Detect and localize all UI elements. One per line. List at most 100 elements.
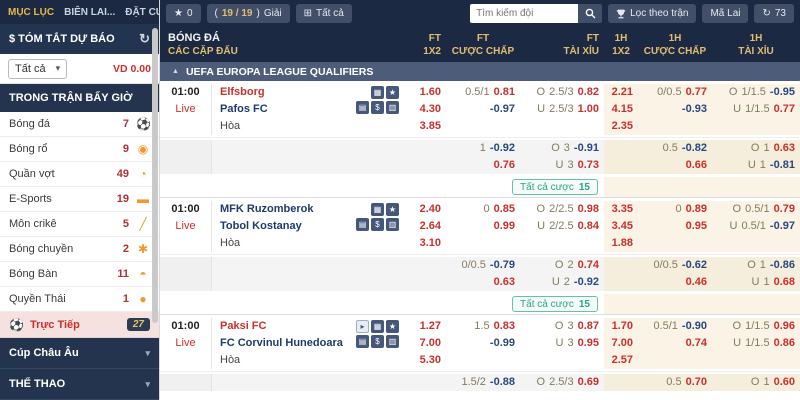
sidebar-item-live[interactable]: ⚽ Trực Tiếp 27 [0,312,159,338]
odd-over[interactable]: 0.96 [773,320,795,332]
odd-hcp-home[interactable]: 0.77 [685,86,707,98]
sidebar-scrollbar[interactable] [152,28,158,323]
odd-under[interactable]: -0.97 [769,220,795,232]
favorite-star-icon[interactable]: ★ [386,203,399,216]
odd-draw[interactable]: 3.10 [419,237,441,249]
match-teams-cell[interactable]: Elfsborg Pafos FC Hòa ▦ ★ ▤ $ ▥ [212,84,402,135]
odd-draw[interactable]: 2.35 [611,120,633,132]
odd-hcp-home[interactable]: 0.70 [685,376,707,388]
odd-under[interactable]: -0.92 [573,276,599,288]
stats-icon[interactable]: ▥ [386,218,399,231]
stats-icon[interactable]: ▥ [386,335,399,348]
filter-select[interactable]: Tất cả ▾ [8,58,68,79]
stats-icon[interactable]: ▥ [386,101,399,114]
h2h-grid-icon[interactable]: ▦ [371,203,384,216]
notes-icon[interactable]: ▤ [356,101,369,114]
tab-bien-lai[interactable]: BIÊN LAI... [64,6,116,18]
odd-away[interactable]: 2.64 [419,220,441,232]
notes-icon[interactable]: ▤ [356,335,369,348]
odd-away[interactable]: 4.30 [419,103,441,115]
favorite-star-icon[interactable]: ★ [386,320,399,333]
odd-under[interactable]: 0.84 [577,220,599,232]
sidebar-section-europa-cup[interactable]: Cúp Châu Âu ▾ [0,338,159,369]
sidebar-item-tennis[interactable]: Quần vợt 49 ◔ [0,162,159,187]
home-team[interactable]: MFK Ruzomberok [220,203,314,215]
sidebar-item-esports[interactable]: E-Sports 19 ▬ [0,187,159,212]
odd-hcp-home[interactable]: 0.83 [493,320,515,332]
odd-under[interactable]: 0.68 [773,276,795,288]
odd-draw[interactable]: 5.30 [419,354,441,366]
odd-hcp-home[interactable]: -0.79 [489,259,515,271]
home-team[interactable]: Elfsborg [220,86,265,98]
odd-hcp-home[interactable]: -0.90 [681,320,707,332]
language-button[interactable]: Mã Lai [702,4,749,23]
away-team[interactable]: FC Corvinul Hunedoara [220,337,343,349]
odd-hcp-away[interactable]: -0.97 [489,103,515,115]
odd-draw[interactable]: 3.85 [419,120,441,132]
odd-hcp-home[interactable]: -0.82 [681,142,707,154]
refresh-countdown-button[interactable]: ↻ 73 [754,4,794,23]
odd-hcp-home[interactable]: 0.85 [493,203,515,215]
money-icon[interactable]: $ [371,335,384,348]
away-team[interactable]: Tobol Kostanay [220,220,302,232]
tab-dat-cuoc[interactable]: ĐẶT CƯ... [125,6,159,18]
sidebar-item-soccer[interactable]: Bóng đá 7 ⚽ [0,112,159,137]
odd-home[interactable]: 1.27 [419,320,441,332]
odd-under[interactable]: 0.73 [577,159,599,171]
odd-under[interactable]: 0.77 [773,103,795,115]
tab-muc-luc[interactable]: MỤC LỤC [8,6,55,18]
filter-by-match-button[interactable]: Lọc theo trận [608,4,697,23]
all-bets-button[interactable]: Tất cả cược 15 [512,296,598,312]
odd-hcp-home[interactable]: -0.62 [681,259,707,271]
money-icon[interactable]: $ [371,218,384,231]
odd-over[interactable]: -0.86 [769,259,795,271]
leagues-button[interactable]: ( 19 / 19 ) Giải [206,4,290,23]
odd-over[interactable]: 0.87 [577,320,599,332]
odd-over[interactable]: 0.60 [773,376,795,388]
favorite-star-icon[interactable]: ★ [386,86,399,99]
sidebar-item-volleyball[interactable]: Bóng chuyền 2 ✱ [0,237,159,262]
odd-home[interactable]: 1.60 [419,86,441,98]
odd-under[interactable]: 0.95 [577,337,599,349]
odd-hcp-away[interactable]: -0.93 [681,103,707,115]
odd-over[interactable]: 0.98 [577,203,599,215]
odd-over[interactable]: -0.91 [573,142,599,154]
odd-away[interactable]: 3.45 [611,220,633,232]
away-team[interactable]: Pafos FC [220,103,268,115]
odd-over[interactable]: -0.95 [769,86,795,98]
match-teams-cell[interactable]: Paksi FC FC Corvinul Hunedoara Hòa ▸ ▦ ★… [212,318,402,369]
odd-under[interactable]: -0.81 [769,159,795,171]
h2h-grid-icon[interactable]: ▦ [371,320,384,333]
odd-over[interactable]: 0.63 [773,142,795,154]
odd-home[interactable]: 2.21 [611,86,633,98]
sidebar-section-the-thao[interactable]: THỂ THAO ▾ [0,369,159,400]
odd-home[interactable]: 2.40 [419,203,441,215]
odd-hcp-home[interactable]: -0.92 [489,142,515,154]
sidebar-item-cricket[interactable]: Môn crikê 5 ╱ [0,212,159,237]
sidebar-item-muay-thai[interactable]: Quyền Thái 1 ● [0,287,159,312]
odd-away[interactable]: 7.00 [419,337,441,349]
odd-away[interactable]: 4.15 [611,103,633,115]
tv-stream-icon[interactable]: ▸ [356,320,369,333]
odd-hcp-away[interactable]: 0.76 [493,159,515,171]
odd-hcp-away[interactable]: 0.74 [685,337,707,349]
odd-under[interactable]: 1.00 [577,103,599,115]
odd-away[interactable]: 7.00 [611,337,633,349]
odd-over[interactable]: 0.69 [577,376,599,388]
search-input[interactable] [470,4,579,23]
h2h-grid-icon[interactable]: ▦ [371,86,384,99]
odd-over[interactable]: 0.79 [773,203,795,215]
refresh-icon[interactable]: ↻ [139,31,150,46]
odd-hcp-away[interactable]: 0.95 [685,220,707,232]
odd-hcp-away[interactable]: -0.99 [489,337,515,349]
favorites-button[interactable]: ★ 0 [166,4,201,23]
odd-over[interactable]: 0.82 [577,86,599,98]
sidebar-item-basketball[interactable]: Bóng rổ 9 ◉ [0,137,159,162]
sidebar-item-table-tennis[interactable]: Bóng Bàn 11 ◓ [0,262,159,287]
all-bets-button[interactable]: Tất cả cược 15 [512,179,598,195]
home-team[interactable]: Paksi FC [220,320,267,332]
odd-home[interactable]: 1.70 [611,320,633,332]
search-button[interactable] [578,4,603,23]
odd-home[interactable]: 3.35 [611,203,633,215]
match-teams-cell[interactable]: MFK Ruzomberok Tobol Kostanay Hòa ▦ ★ ▤ … [212,201,402,252]
